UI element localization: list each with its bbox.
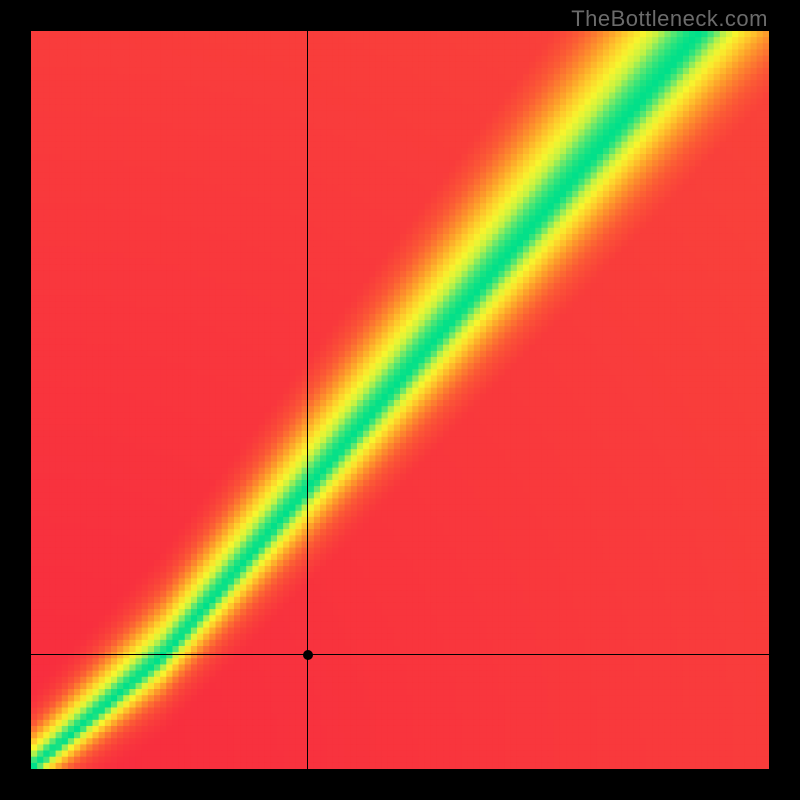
heatmap-plot [31, 31, 769, 769]
heatmap-canvas [31, 31, 769, 769]
chart-container: TheBottleneck.com [0, 0, 800, 800]
data-point-marker [303, 650, 313, 660]
watermark-text: TheBottleneck.com [571, 6, 768, 32]
crosshair-horizontal [31, 654, 769, 655]
